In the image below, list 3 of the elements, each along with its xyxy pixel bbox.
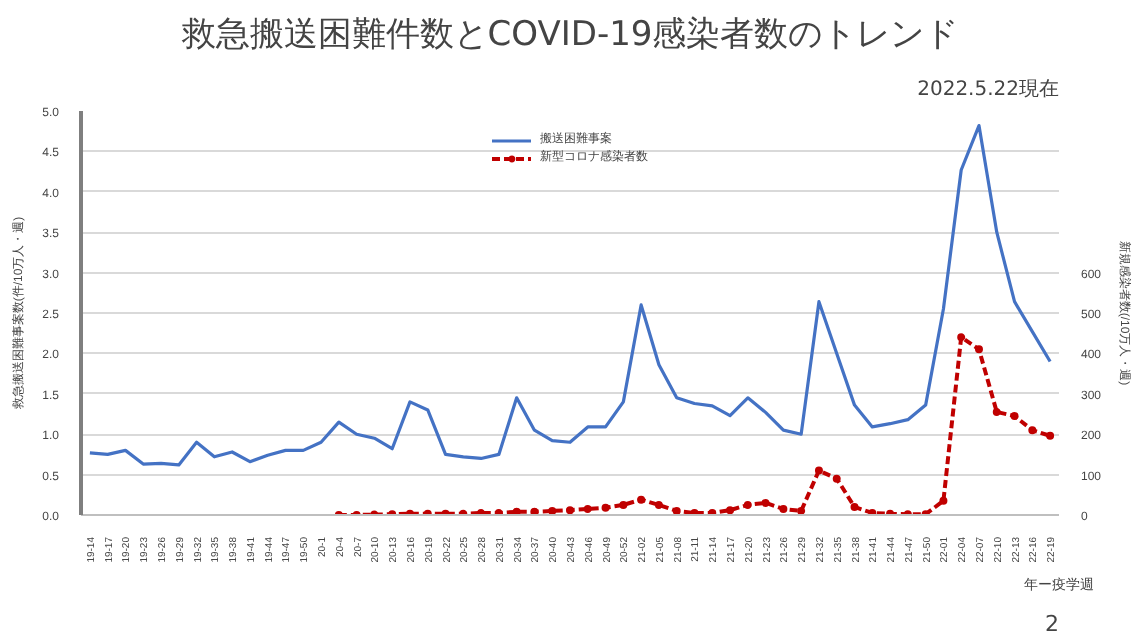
chart-title: 救急搬送困難件数とCOVID-19感染者数のトレンド	[179, 15, 959, 55]
chart-subtitle: 2022.5.22現在	[917, 77, 1060, 101]
text: 2	[1045, 611, 1059, 637]
